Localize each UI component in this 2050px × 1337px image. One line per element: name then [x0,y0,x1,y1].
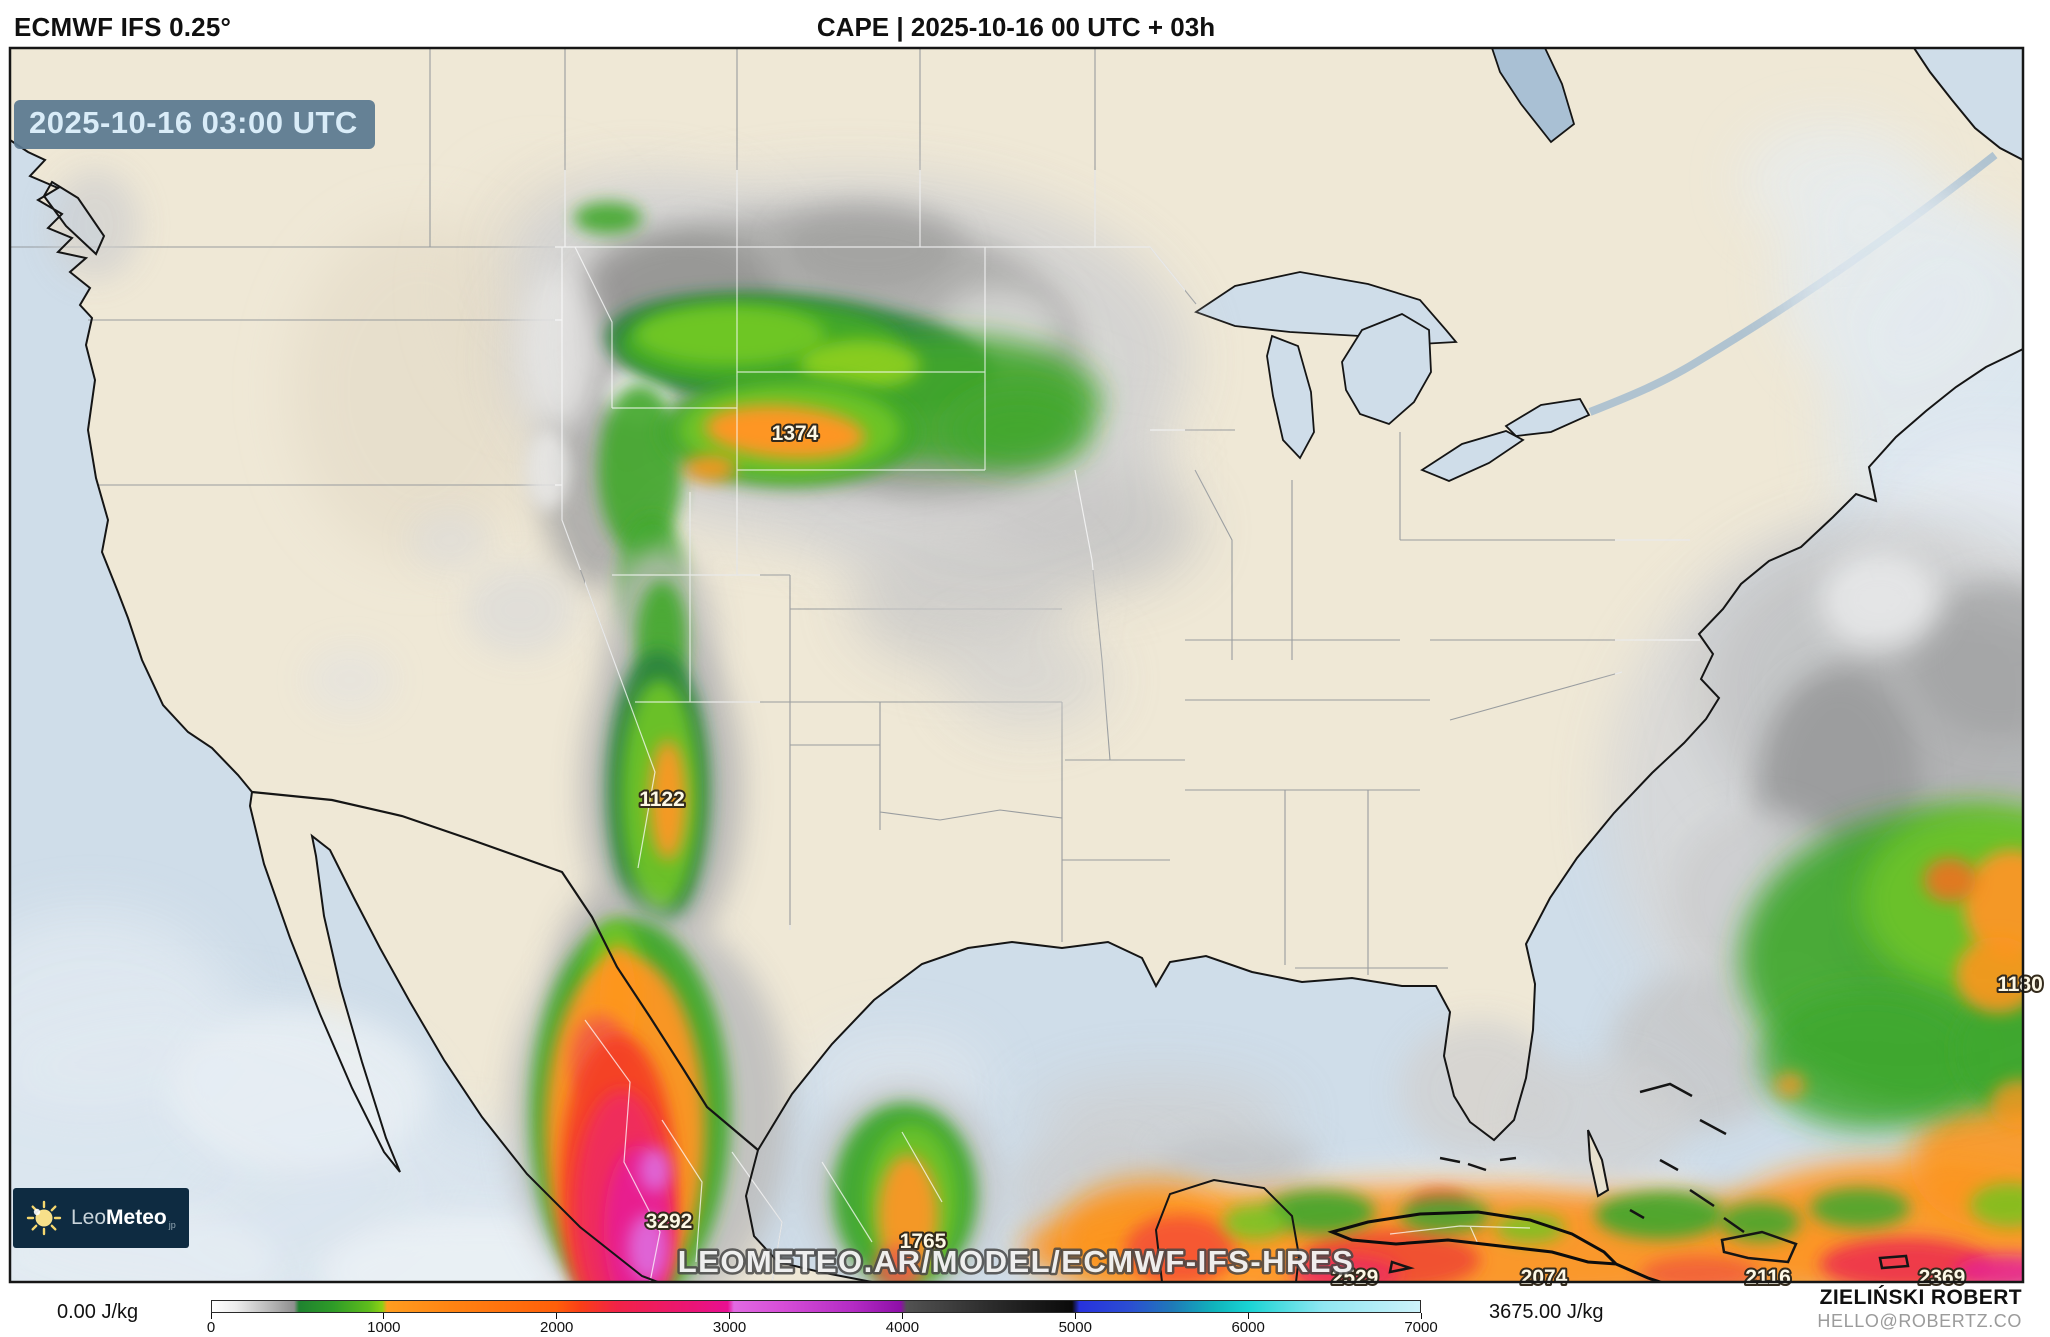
coastlines [10,48,2023,1282]
colorbar-max-label: 3675.00 J/kg [1489,1301,1604,1323]
value-label: 2116 [1745,1266,1791,1289]
colorbar-min-label: 0.00 J/kg [57,1301,139,1323]
value-label: 1765 [900,1230,947,1253]
cape-overlay [10,120,2023,1282]
colorbar-gradient [211,1300,1421,1313]
colorbar-ticks: 0 1000 2000 3000 4000 5000 6000 7000 [207,1313,1438,1337]
map-frame [8,46,2025,1284]
sun-icon [25,1199,63,1237]
great-lakes [1194,48,1591,482]
leometeo-logo: LeoMeteo jp [13,1188,189,1248]
watermark: LEOMETEO.AR/MODEL/ECMWF-IFS-HRES [678,1244,1355,1279]
value-label: 1374 [772,422,819,445]
value-label: 3292 [646,1210,693,1233]
page-title: CAPE | 2025-10-16 00 UTC + 03h [816,12,1216,42]
timestamp-chip: 2025-10-16 03:00 UTC [14,100,375,149]
logo-text: LeoMeteo jp [71,1206,176,1230]
value-label: 1180 [1997,973,2043,996]
value-label: 1122 [639,788,685,811]
credit-email: HELLO@ROBERTZ.CO [1817,1311,2022,1331]
model-label: ECMWF IFS 0.25° [14,12,232,42]
value-label: 2074 [1521,1266,1568,1289]
credit-name: ZIELIŃSKI ROBERT [1819,1286,2022,1309]
